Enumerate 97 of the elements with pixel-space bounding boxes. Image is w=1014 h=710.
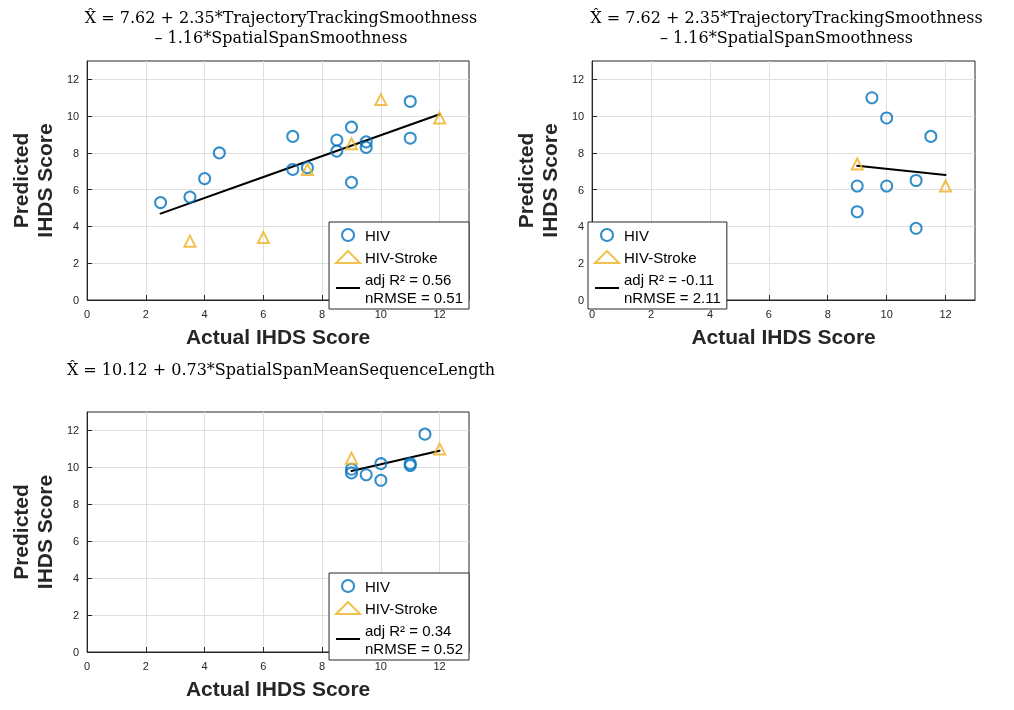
point	[865, 91, 879, 105]
point	[256, 230, 270, 244]
point	[374, 93, 388, 107]
point	[850, 157, 864, 171]
legend-label: HIV	[365, 226, 391, 244]
y-tick-label: 10	[66, 461, 80, 474]
chart-title: X̂ = 10.12 + 0.73*SpatialSpanMeanSequenceLength	[66, 359, 496, 379]
chart-title: X̂ = 7.62 + 2.35*TrajectoryTrackingSmoothness – 1.16*SpatialSpanSmoothness	[590, 7, 983, 47]
y-tick-label: 4	[73, 572, 80, 585]
y-tick-label: 12	[571, 73, 585, 86]
point	[198, 172, 212, 186]
point	[286, 129, 300, 143]
x-tick-label: 2	[142, 659, 149, 672]
point	[924, 129, 938, 143]
point	[909, 221, 923, 235]
y-tick-label: 10	[571, 110, 585, 123]
y-tick-label: 2	[73, 257, 80, 270]
x-tick-label: 6	[260, 659, 267, 672]
legend-label: adj R² = 0.34 nRMSE = 0.52	[365, 621, 463, 657]
chart-title: X̂ = 7.62 + 2.35*TrajectoryTrackingSmoothness – 1.16*SpatialSpanSmoothness	[84, 7, 478, 47]
point	[345, 466, 358, 480]
x-tick-label: 10	[374, 659, 387, 672]
point	[359, 135, 373, 149]
x-tick-label: 6	[260, 307, 267, 320]
x-tick-label: 0	[589, 307, 596, 320]
x-tick-label: 2	[142, 307, 149, 320]
point	[880, 179, 894, 193]
point	[403, 131, 417, 145]
point	[374, 457, 388, 471]
x-tick-label: 8	[319, 307, 326, 320]
y-tick-label: 4	[73, 220, 80, 233]
x-axis-title: Actual IHDS Score	[691, 325, 876, 348]
point	[330, 144, 344, 158]
x-axis-title: Actual IHDS Score	[185, 677, 371, 700]
y-tick-label: 0	[73, 646, 80, 658]
legend-label: adj R² = -0.11 nRMSE = 2.11	[624, 270, 721, 306]
y-tick-label: 8	[73, 498, 80, 511]
x-tick-label: 2	[647, 307, 655, 320]
y-tick-label: 6	[73, 183, 80, 196]
y-axis-title: Predicted IHDS Score	[513, 123, 561, 238]
legend-label: HIV	[365, 577, 391, 595]
point	[212, 146, 226, 160]
x-tick-label: 6	[765, 307, 772, 320]
point	[286, 162, 300, 176]
y-tick-label: 6	[73, 535, 80, 548]
point	[330, 133, 344, 147]
x-tick-label: 12	[433, 307, 446, 320]
point	[345, 451, 358, 465]
y-tick-label: 4	[578, 220, 585, 233]
point	[345, 120, 358, 134]
point	[359, 140, 373, 154]
point	[850, 205, 864, 219]
point	[939, 179, 953, 193]
point	[183, 190, 197, 204]
x-tick-label: 4	[706, 307, 713, 320]
y-tick-label: 12	[66, 424, 80, 437]
legend-label: HIV-Stroke	[365, 248, 438, 266]
x-tick-label: 0	[84, 659, 91, 672]
y-tick-label: 0	[578, 294, 585, 306]
point	[418, 427, 432, 441]
point	[345, 175, 358, 189]
x-tick-label: 0	[84, 307, 91, 320]
point	[345, 137, 358, 151]
x-axis-title: Actual IHDS Score	[185, 325, 371, 348]
point	[154, 196, 168, 210]
point	[850, 179, 864, 193]
y-tick-label: 8	[73, 146, 80, 159]
legend-label: HIV-Stroke	[624, 248, 697, 266]
point	[359, 468, 373, 482]
x-tick-label: 4	[201, 659, 208, 672]
x-tick-label: 8	[824, 307, 831, 320]
x-tick-label: 10	[374, 307, 387, 320]
y-axis-title: Predicted IHDS Score	[8, 474, 56, 590]
legend-label: HIV	[624, 226, 650, 244]
point	[880, 111, 894, 125]
x-tick-label: 12	[433, 659, 446, 672]
point	[183, 234, 197, 248]
y-tick-label: 8	[578, 146, 585, 159]
x-tick-label: 8	[319, 659, 326, 672]
point	[403, 94, 417, 108]
y-tick-label: 2	[578, 257, 585, 270]
x-tick-label: 12	[939, 307, 952, 320]
point	[433, 111, 447, 125]
y-tick-label: 2	[73, 609, 80, 622]
legend-label: adj R² = 0.56 nRMSE = 0.51	[365, 270, 463, 306]
legend-label: HIV-Stroke	[365, 599, 438, 617]
point	[909, 174, 923, 187]
point	[433, 442, 447, 456]
point	[374, 473, 388, 487]
x-tick-label: 10	[880, 307, 893, 320]
y-tick-label: 12	[66, 73, 80, 86]
x-tick-label: 4	[201, 307, 208, 320]
y-tick-label: 0	[73, 294, 80, 306]
y-tick-label: 6	[578, 183, 585, 196]
y-tick-label: 10	[66, 110, 80, 123]
point	[345, 462, 358, 476]
y-axis-title: Predicted IHDS Score	[8, 123, 56, 238]
